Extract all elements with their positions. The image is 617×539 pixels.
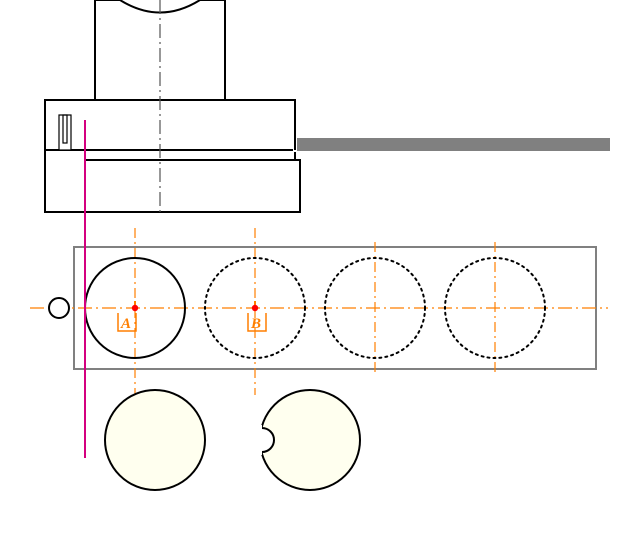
disc-1	[105, 390, 205, 490]
grey-bar	[290, 138, 610, 151]
end-pin	[49, 298, 69, 318]
clamp-block	[59, 115, 71, 150]
marker-label-B: B	[250, 316, 261, 332]
body-inner	[85, 160, 300, 212]
marker-label-A: A	[120, 316, 131, 332]
marker-dot-B	[252, 305, 258, 311]
marker-dot-A	[132, 305, 138, 311]
body-upper	[45, 100, 295, 150]
